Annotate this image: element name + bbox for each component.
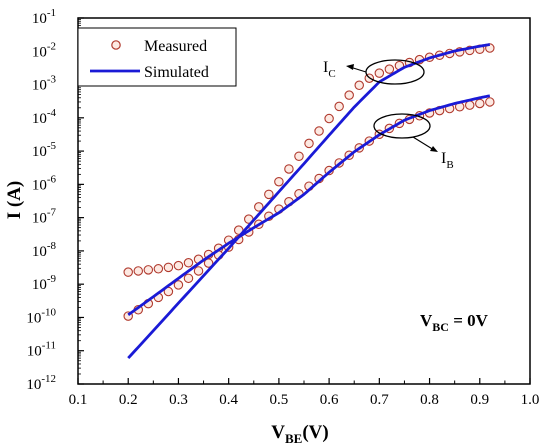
data-marks — [123, 43, 495, 360]
y-tick-label: 10-5 — [32, 140, 57, 160]
measured-point-ic — [344, 90, 354, 100]
measured-point-ic — [163, 262, 174, 273]
x-tick-label: 0.4 — [219, 392, 238, 408]
legend-simulated-label: Simulated — [144, 64, 209, 81]
y-tick-label: 10-12 — [26, 373, 56, 393]
ib-label: IB — [441, 150, 454, 171]
measured-point-ic — [133, 266, 144, 276]
legend-measured-marker — [111, 40, 121, 50]
measured-point-ic — [183, 258, 194, 268]
axis-ticks: 0.1 0.2 0.3 0.4 0.5 0.6 0.7 0.8 0.9 1.010-1210-11… — [26, 7, 539, 408]
measured-point-ic — [384, 64, 395, 74]
y-tick-label: 10-1 — [32, 7, 56, 27]
measured-point-ic — [153, 264, 164, 274]
y-tick-label: 10-7 — [32, 207, 57, 227]
measured-point-ib — [183, 273, 194, 284]
simulated-line-ib — [127, 94, 491, 316]
measured-point-ic — [314, 126, 324, 136]
y-tick-label: 10-9 — [32, 273, 57, 293]
measured-point-ic — [324, 113, 334, 124]
measured-point-ic — [374, 68, 385, 78]
x-tick-label: 0.7 — [370, 392, 389, 408]
measured-point-ib — [475, 98, 485, 109]
legend-measured-label: Measured — [144, 38, 207, 55]
y-tick-label: 10-4 — [32, 107, 57, 127]
y-tick-label: 10-3 — [32, 74, 57, 94]
ic-label: IC — [323, 59, 336, 80]
x-tick-label: 0.6 — [320, 392, 339, 408]
y-tick-label: 10-10 — [26, 306, 56, 326]
x-tick-label: 0.2 — [119, 392, 138, 408]
y-tick-label: 10-2 — [32, 40, 56, 60]
vbc-condition-label: VBC = 0V — [420, 311, 489, 334]
x-tick-label: 0.3 — [169, 392, 188, 408]
measured-point-ic — [173, 260, 184, 271]
measured-point-ib — [173, 280, 184, 290]
y-axis-title: I (A) — [4, 181, 25, 220]
measured-point-ic — [264, 189, 274, 200]
measured-point-ib — [464, 100, 475, 110]
measured-point-ic — [143, 265, 154, 275]
legend: Measured Simulated — [77, 27, 237, 87]
x-tick-label: 0.8 — [420, 392, 439, 408]
measured-point-ib — [485, 97, 495, 107]
ic-arrow-head — [346, 64, 354, 70]
measured-point-ib — [203, 258, 214, 268]
x-tick-label: 0.1 — [69, 392, 88, 408]
y-tick-label: 10-8 — [32, 240, 57, 260]
x-tick-label: 0.9 — [470, 392, 489, 408]
measured-point-ic — [334, 101, 344, 112]
simulated-line-ic — [127, 43, 491, 360]
measured-point-ic — [284, 164, 294, 174]
ib-arrow-line — [412, 136, 435, 151]
x-tick-label: 1.0 — [521, 392, 540, 408]
measured-point-ic — [274, 176, 284, 187]
y-tick-label: 10-11 — [27, 340, 56, 360]
annotations: IC IB VBC = 0V — [323, 59, 489, 334]
y-tick-label: 10-6 — [32, 173, 57, 193]
ib-arrow-head — [430, 146, 438, 152]
measured-point-ic — [123, 267, 133, 277]
x-axis-title: VBE(V) — [271, 422, 328, 446]
measured-point-ic — [354, 80, 364, 91]
measured-point-ic — [304, 138, 314, 149]
ib-ellipse — [373, 113, 431, 139]
legend-box — [77, 27, 237, 87]
measured-point-ic — [254, 202, 264, 212]
measured-point-ib — [193, 266, 204, 276]
measured-point-ic — [294, 151, 304, 161]
x-tick-label: 0.5 — [270, 392, 289, 408]
